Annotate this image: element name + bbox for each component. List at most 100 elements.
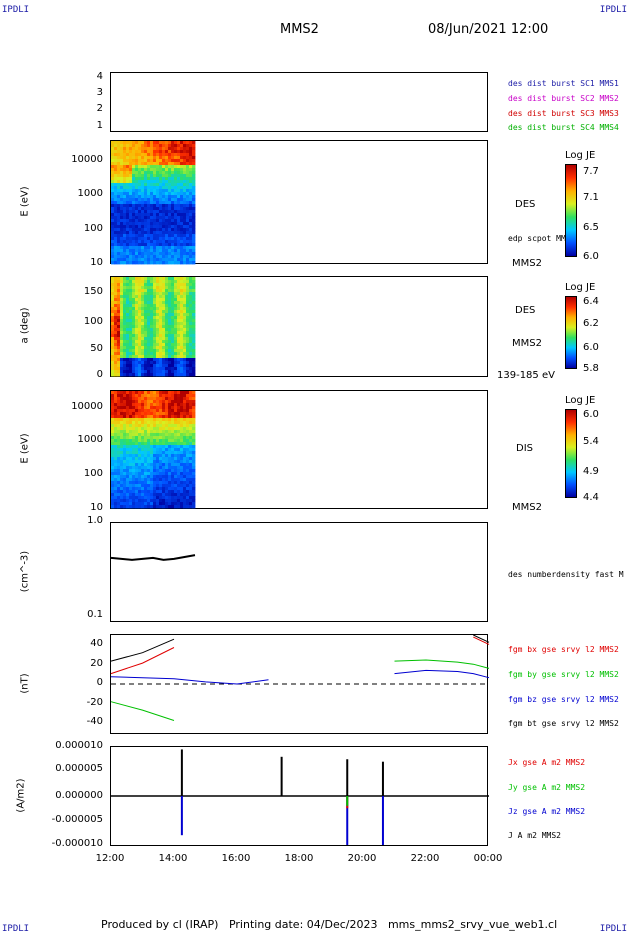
- heatmap-cell: [126, 436, 130, 440]
- heatmap-cell: [117, 213, 121, 217]
- heatmap-cell: [123, 352, 127, 356]
- heatmap-cell: [129, 322, 133, 326]
- heatmap-cell: [117, 394, 121, 398]
- heatmap-cell: [123, 301, 127, 305]
- heatmap-cell: [183, 406, 187, 410]
- heatmap-cell: [147, 237, 151, 241]
- heatmap-cell: [159, 478, 163, 482]
- heatmap-cell: [138, 261, 142, 265]
- heatmap-cell: [168, 198, 172, 202]
- heatmap-cell: [192, 346, 196, 350]
- heatmap-cell: [168, 255, 172, 259]
- heatmap-cell: [174, 192, 178, 196]
- heatmap-cell: [138, 490, 142, 494]
- heatmap-cell: [126, 490, 130, 494]
- heatmap-cell: [171, 487, 175, 491]
- heatmap-cell: [171, 201, 175, 205]
- heatmap-cell: [189, 367, 193, 371]
- heatmap-cell: [111, 439, 115, 443]
- heatmap-cell: [141, 499, 145, 503]
- heatmap-cell: [168, 496, 172, 500]
- heatmap-cell: [171, 159, 175, 163]
- heatmap-cell: [186, 261, 190, 265]
- heatmap-cell: [174, 286, 178, 290]
- heatmap-cell: [192, 397, 196, 401]
- heatmap-cell: [144, 313, 148, 317]
- heatmap-cell: [153, 153, 157, 157]
- heatmap-cell: [180, 322, 184, 326]
- heatmap-cell: [183, 283, 187, 287]
- heatmap-cell: [147, 472, 151, 476]
- heatmap-cell: [126, 478, 130, 482]
- heatmap-cell: [126, 499, 130, 503]
- heatmap-cell: [162, 150, 166, 154]
- heatmap-cell: [174, 246, 178, 250]
- heatmap-cell: [126, 156, 130, 160]
- legend-entry: Jx gse A m2 MMS2: [508, 758, 586, 767]
- heatmap-cell: [171, 361, 175, 365]
- heatmap-cell: [117, 277, 121, 281]
- heatmap-cell: [168, 204, 172, 208]
- heatmap-cell: [192, 358, 196, 362]
- heatmap-cell: [141, 144, 145, 148]
- heatmap-cell: [183, 255, 187, 259]
- heatmap-cell: [117, 295, 121, 299]
- heatmap-cell: [189, 246, 193, 250]
- heatmap-cell: [120, 216, 124, 220]
- heatmap-cell: [147, 457, 151, 461]
- heatmap-cell: [138, 195, 142, 199]
- heatmap-cell: [186, 481, 190, 485]
- heatmap-cell: [147, 466, 151, 470]
- heatmap-cell: [120, 225, 124, 229]
- heatmap-cell: [144, 331, 148, 335]
- heatmap-cell: [168, 364, 172, 368]
- heatmap-cell: [129, 397, 133, 401]
- heatmap-cell: [138, 213, 142, 217]
- heatmap-cell: [150, 171, 154, 175]
- heatmap-cell: [135, 219, 139, 223]
- heatmap-cell: [111, 484, 115, 488]
- heatmap-cell: [162, 493, 166, 497]
- heatmap-cell: [147, 156, 151, 160]
- heatmap-cell: [129, 177, 133, 181]
- heatmap-cell: [144, 499, 148, 503]
- heatmap-cell: [132, 394, 136, 398]
- heatmap-cell: [168, 400, 172, 404]
- heatmap-cell: [129, 183, 133, 187]
- heatmap-cell: [186, 484, 190, 488]
- heatmap-cell: [186, 352, 190, 356]
- heatmap-cell: [159, 177, 163, 181]
- heatmap-cell: [159, 502, 163, 506]
- heatmap-cell: [114, 283, 118, 287]
- heatmap-cell: [144, 147, 148, 151]
- heatmap-cell: [183, 478, 187, 482]
- heatmap-cell: [159, 153, 163, 157]
- heatmap-cell: [156, 346, 160, 350]
- heatmap-cell: [159, 367, 163, 371]
- heatmap-cell: [147, 255, 151, 259]
- heatmap-cell: [183, 286, 187, 290]
- heatmap-cell: [117, 433, 121, 437]
- heatmap-cell: [114, 394, 118, 398]
- heatmap-cell: [138, 430, 142, 434]
- heatmap-cell: [171, 147, 175, 151]
- heatmap-cell: [147, 165, 151, 169]
- heatmap-cell: [189, 418, 193, 422]
- heatmap-cell: [120, 409, 124, 413]
- heatmap-cell: [144, 159, 148, 163]
- heatmap-cell: [159, 246, 163, 250]
- heatmap-cell: [141, 168, 145, 172]
- heatmap-cell: [186, 391, 190, 395]
- heatmap-cell: [159, 234, 163, 238]
- heatmap-cell: [114, 319, 118, 323]
- heatmap-cell: [189, 177, 193, 181]
- heatmap-cell: [126, 246, 130, 250]
- heatmap-cell: [156, 406, 160, 410]
- heatmap-cell: [156, 328, 160, 332]
- heatmap-cell: [171, 301, 175, 305]
- heatmap-cell: [171, 198, 175, 202]
- heatmap-cell: [135, 319, 139, 323]
- heatmap-cell: [135, 391, 139, 395]
- heatmap-cell: [132, 207, 136, 211]
- heatmap-cell: [144, 430, 148, 434]
